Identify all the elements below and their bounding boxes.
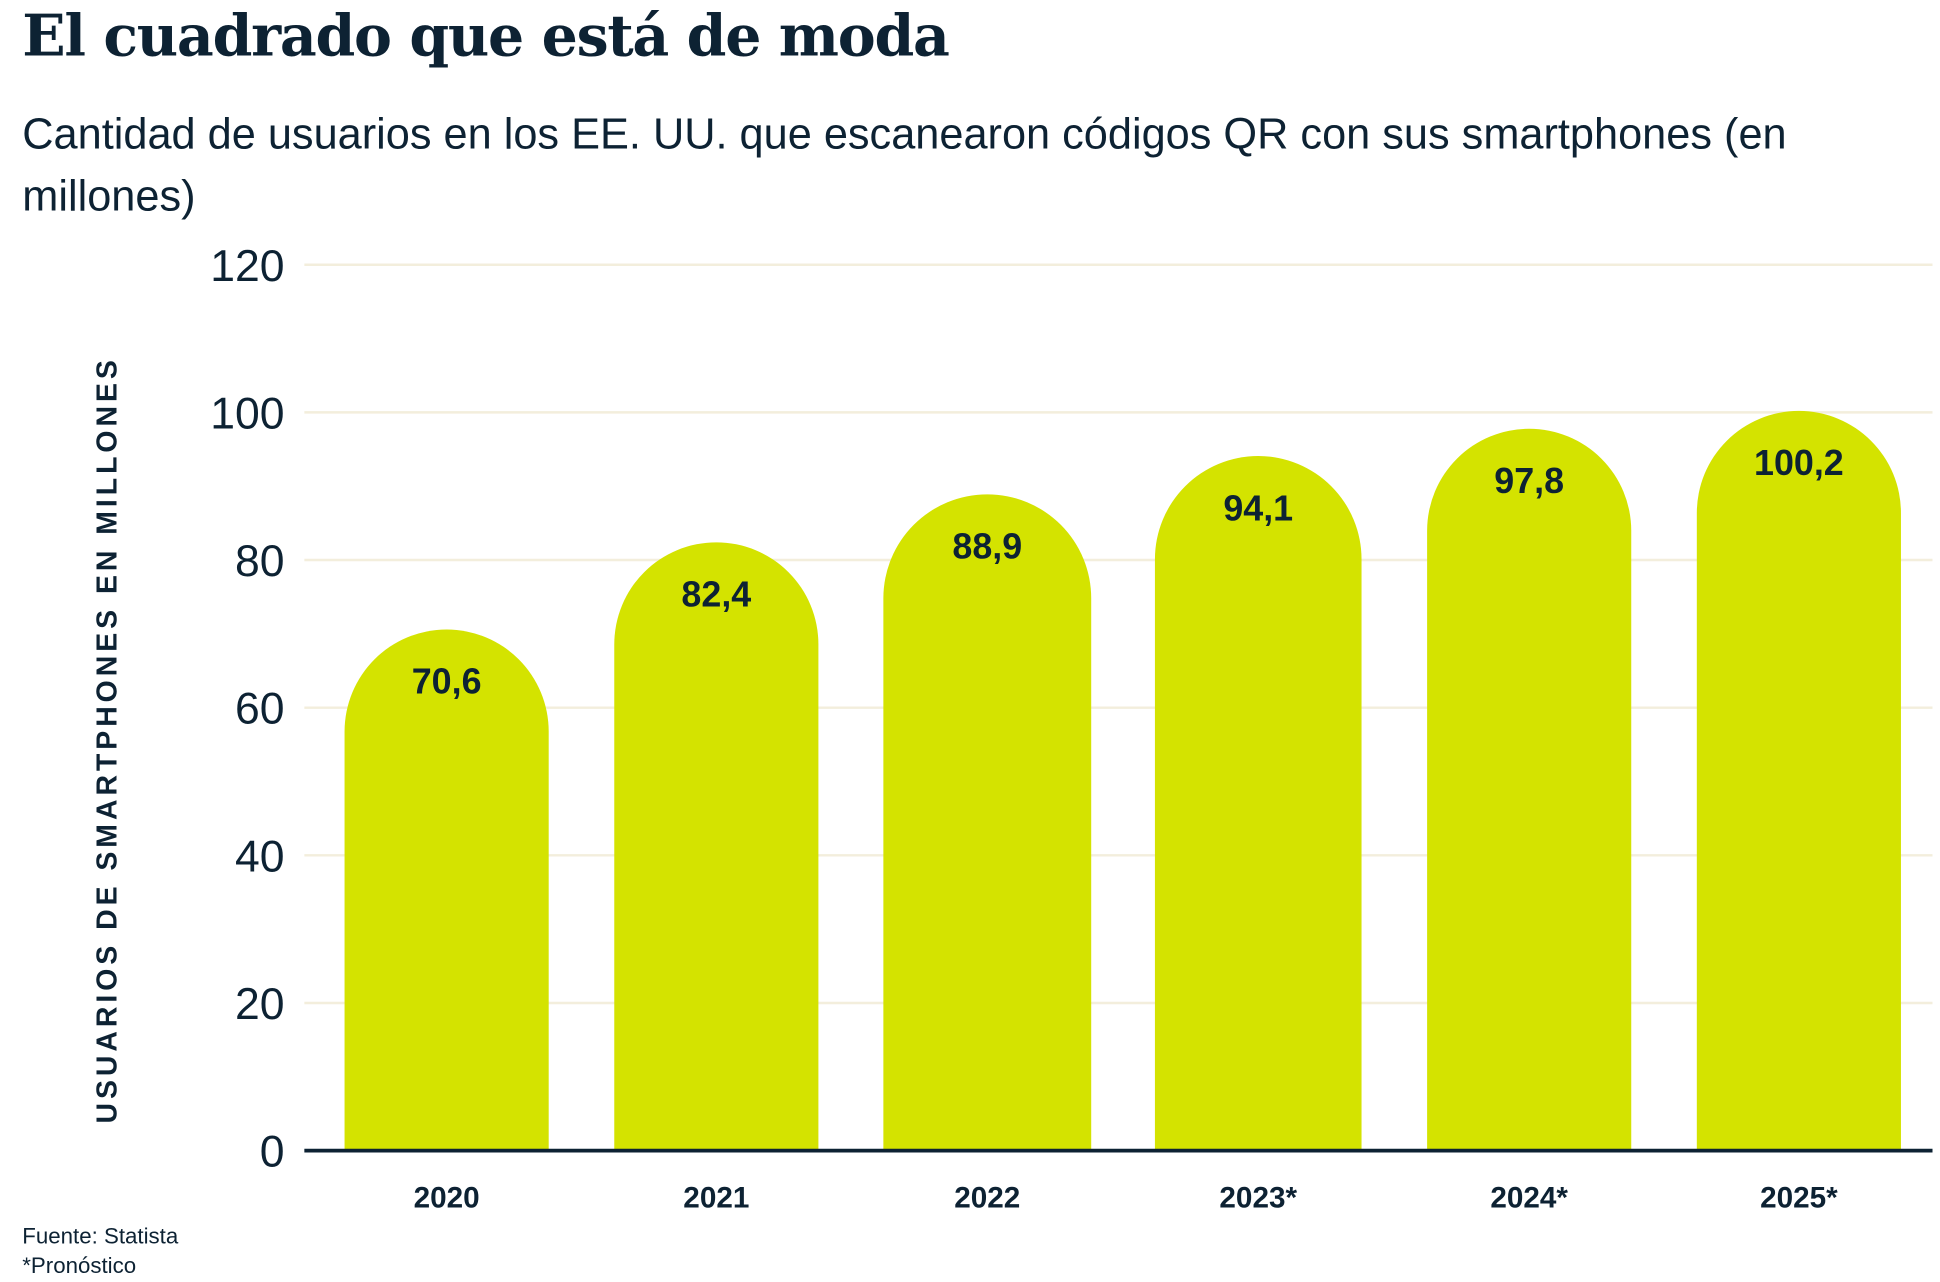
data-label: 97,8 xyxy=(1494,461,1564,501)
y-tick-label: 120 xyxy=(210,242,284,291)
chart-subtitle: Cantidad de usuarios en los EE. UU. que … xyxy=(22,110,1787,221)
y-axis-label: USUARIOS DE SMARTPHONES EN MILLONES xyxy=(91,356,123,1123)
y-tick-label: 100 xyxy=(210,389,284,438)
bar-2024 xyxy=(1427,428,1632,1151)
x-tick-label: 2023* xyxy=(1219,1182,1297,1215)
x-tick-label: 2025* xyxy=(1760,1182,1838,1215)
x-tick-label: 2022 xyxy=(954,1182,1020,1215)
bar-2025 xyxy=(1696,410,1901,1151)
y-tick-label: 0 xyxy=(260,1128,285,1177)
bar-2021 xyxy=(614,542,819,1151)
bar-2023 xyxy=(1154,455,1362,1151)
x-tick-label: 2020 xyxy=(414,1182,480,1215)
y-tick-label: 80 xyxy=(235,537,285,586)
x-tick-label: 2024* xyxy=(1490,1182,1568,1215)
bar-2020 xyxy=(344,629,549,1151)
x-tick-label: 2021 xyxy=(683,1182,749,1215)
data-label: 70,6 xyxy=(412,662,482,702)
data-label: 88,9 xyxy=(952,527,1022,567)
data-label: 100,2 xyxy=(1754,443,1844,483)
bar-2022 xyxy=(883,494,1092,1151)
data-label: 94,1 xyxy=(1223,488,1293,528)
forecast-note: *Pronóstico xyxy=(22,1253,137,1279)
data-label: 82,4 xyxy=(681,575,751,615)
y-tick-label: 20 xyxy=(235,980,285,1029)
chart-title: El cuadrado que está de moda xyxy=(22,2,950,70)
y-tick-label: 40 xyxy=(235,832,285,881)
source-note: Fuente: Statista xyxy=(22,1223,179,1249)
y-tick-label: 60 xyxy=(235,685,285,734)
